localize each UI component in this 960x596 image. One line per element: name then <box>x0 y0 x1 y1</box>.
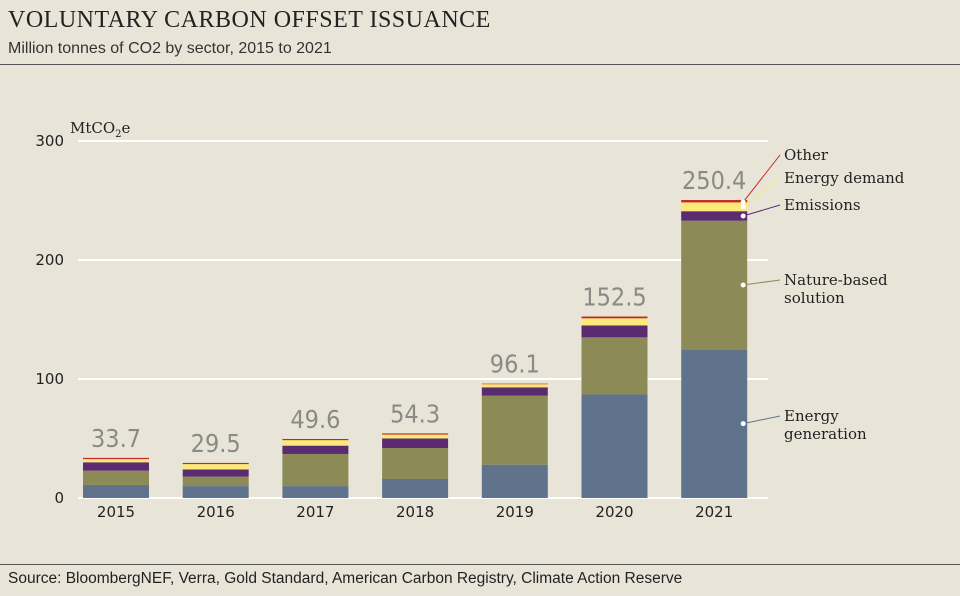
legend-label: Nature-based solution <box>784 271 888 307</box>
total-label-2020: 152.5 <box>582 283 646 312</box>
x-tick-label-2019: 2019 <box>496 503 534 521</box>
x-tick-label-2017: 2017 <box>296 503 334 521</box>
total-label-2016: 29.5 <box>191 429 241 458</box>
bar-segment-2020-energy-demand <box>581 318 648 326</box>
legend: Energy generation Nature-based solution Emis… <box>740 146 905 443</box>
bar-segment-2018-emissions <box>382 438 449 449</box>
bar-segment-2015-energy-demand <box>83 459 149 463</box>
bar-segment-2019-emissions <box>481 387 548 396</box>
bar-segment-2018-nature-based-solution <box>382 448 449 479</box>
bar-segment-2019-energy-demand <box>481 384 548 388</box>
legend-leader-line <box>743 204 781 217</box>
y-tick-label: 200 <box>35 251 64 269</box>
bar-segment-2016-emissions <box>182 469 249 477</box>
legend-item-energy-generation: Energy generation <box>740 407 867 443</box>
top-divider <box>0 64 960 65</box>
bar-segment-2020-emissions <box>581 325 648 338</box>
total-labels: 33.7 29.5 49.6 54.3 96.1 152.5 250.4 <box>91 166 746 458</box>
legend-leader-line <box>742 177 781 208</box>
bar-segment-2017-emissions <box>282 445 349 454</box>
x-tick-label-2020: 2020 <box>595 503 633 521</box>
total-label-2015: 33.7 <box>91 424 141 453</box>
bar-segment-2021-emissions <box>681 211 748 221</box>
x-tick-label-2021: 2021 <box>695 503 733 521</box>
chart-subtitle: Million tonnes of CO2 by sector, 2015 to… <box>8 40 332 57</box>
y-tick-label: 0 <box>54 489 64 507</box>
chart-title: VOLUNTARY CARBON OFFSET ISSUANCE <box>8 7 491 33</box>
total-label-2018: 54.3 <box>390 399 440 428</box>
legend-leader-line <box>743 415 781 425</box>
bar-segment-2021-other <box>681 200 748 203</box>
bar-segment-2019-nature-based-solution <box>481 395 548 465</box>
bar-segment-2019-energy-generation <box>481 464 548 498</box>
bottom-divider <box>0 564 960 565</box>
source-note: Source: BloombergNEF, Verra, Gold Standa… <box>8 570 683 587</box>
bar-segment-2015-energy-generation <box>83 484 149 498</box>
bar-segment-2020-energy-generation <box>581 394 648 498</box>
legend-anchor-dot <box>740 421 746 427</box>
legend-item-nature-based-solution: Nature-based solution <box>740 271 888 307</box>
bar-segment-2017-nature-based-solution <box>282 453 349 487</box>
y-axis: 0 100 200 300 <box>35 132 64 507</box>
bar-segment-2015-nature-based-solution <box>83 470 149 485</box>
legend-label: Emissions <box>784 196 861 214</box>
x-axis: 2015 2016 2017 2018 2019 2020 2021 <box>97 503 733 521</box>
chart-area: 0 100 200 300 MtCO2e 33.7 29.5 49.6 54.3 96.1 15… <box>35 119 905 521</box>
total-label-2021: 250.4 <box>682 166 746 195</box>
bar-segment-2015-emissions <box>83 462 149 471</box>
legend-label: Energy generation <box>784 407 867 443</box>
bar-segment-2020-nature-based-solution <box>581 337 648 395</box>
bar-segment-2017-energy-demand <box>282 440 349 446</box>
legend-label: Other <box>784 146 829 164</box>
bar-segment-2015-other <box>83 457 149 460</box>
bar-segment-2018-other <box>382 433 449 435</box>
total-label-2019: 96.1 <box>490 350 540 379</box>
bar-segment-2016-nature-based-solution <box>182 476 249 487</box>
bar-segment-2018-energy-demand <box>382 434 449 439</box>
x-tick-label-2018: 2018 <box>396 503 434 521</box>
x-tick-label-2015: 2015 <box>97 503 135 521</box>
unit-label: MtCO2e <box>70 119 131 140</box>
bar-segment-2021-nature-based-solution <box>681 220 748 350</box>
bar-segment-2017-other <box>282 438 349 441</box>
bar-segment-2016-energy-demand <box>182 464 249 470</box>
legend-item-energy-demand: Energy demand <box>740 169 905 210</box>
bar-segment-2016-energy-generation <box>182 486 249 498</box>
bar-segment-2019-other <box>481 383 548 385</box>
bars <box>83 200 748 498</box>
bar-segment-2016-other <box>182 462 249 465</box>
legend-leader-line <box>743 279 781 286</box>
legend-leader-line <box>742 154 781 203</box>
legend-item-other: Other <box>740 146 829 205</box>
legend-anchor-dot <box>740 204 746 210</box>
y-tick-label: 100 <box>35 370 64 388</box>
bar-segment-2020-other <box>581 316 648 319</box>
total-label-2017: 49.6 <box>290 405 340 434</box>
legend-anchor-dot <box>740 199 746 205</box>
bar-segment-2018-energy-generation <box>382 478 449 498</box>
legend-anchor-dot <box>740 213 746 219</box>
bar-segment-2017-energy-generation <box>282 486 349 498</box>
x-tick-label-2016: 2016 <box>197 503 235 521</box>
legend-item-emissions: Emissions <box>740 196 861 219</box>
y-tick-label: 300 <box>35 132 64 150</box>
bar-segment-2021-energy-demand <box>681 202 748 212</box>
legend-label: Energy demand <box>784 169 905 187</box>
legend-anchor-dot <box>740 282 746 288</box>
bar-segment-2021-energy-generation <box>681 349 748 498</box>
